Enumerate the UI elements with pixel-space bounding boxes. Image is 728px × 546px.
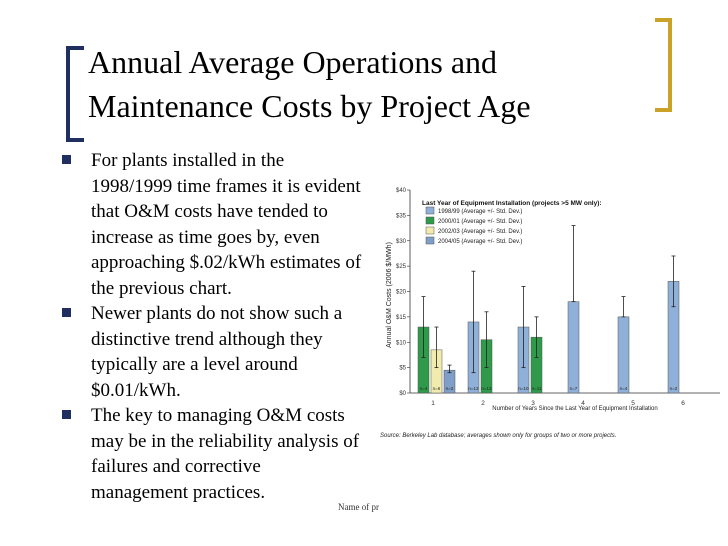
x-tick-label: 3: [531, 400, 535, 407]
bullet-text: For plants installed in the 1998/1999 ti…: [91, 150, 362, 299]
slide-title: Annual Average Operations and Maintenanc…: [88, 44, 531, 124]
chart-svg: Annual O&M Costs (2006 $/MWh) Number of …: [380, 188, 720, 439]
sample-size-label: n=2: [446, 386, 454, 391]
x-tick-label: 5: [631, 400, 635, 407]
legend-entry: 2002/03 (Average +/- Std. Dev.): [438, 229, 522, 235]
left-bracket-decoration: [66, 46, 84, 142]
sample-size-label: n=4: [420, 386, 428, 391]
y-tick-label: $5: [399, 366, 406, 372]
legend-swatch: [425, 206, 435, 215]
y-tick-label: $25: [396, 264, 407, 270]
bullet-item: For plants installed in the 1998/1999 ti…: [62, 148, 362, 301]
chart-source-note: Source: Berkeley Lab database; averages …: [380, 433, 616, 439]
x-tick-label: 1: [431, 400, 435, 407]
bar: [567, 301, 580, 394]
x-axis-label: Number of Years Since the Last Year of E…: [492, 406, 657, 412]
bar: [617, 316, 630, 394]
bullet-square-icon: [62, 155, 71, 164]
legend-swatch: [425, 226, 435, 235]
bullet-list: For plants installed in the 1998/1999 ti…: [62, 148, 362, 505]
legend-swatch: [425, 236, 435, 245]
sample-size-label: n=10: [518, 386, 529, 391]
y-tick-label: $10: [396, 340, 407, 346]
legend-entry: 2004/05 (Average +/- Std. Dev.): [438, 239, 522, 245]
bullet-item: Newer plants do not show such a distinct…: [62, 301, 362, 403]
right-bracket-decoration: [655, 18, 672, 112]
bullet-square-icon: [62, 308, 71, 317]
footer-note: Name of pr: [338, 502, 379, 512]
x-tick-label: 2: [481, 400, 485, 407]
legend-entry: 1998/99 (Average +/- Std. Dev.): [438, 209, 522, 215]
sample-size-label: n=4: [620, 386, 628, 391]
y-tick-label: $20: [396, 290, 407, 296]
om-cost-chart: Annual O&M Costs (2006 $/MWh) Number of …: [380, 180, 725, 450]
legend-title: Last Year of Equipment Installation (pro…: [422, 200, 602, 207]
bullet-item: The key to managing O&M costs may be in …: [62, 403, 362, 505]
y-tick-label: $40: [396, 188, 407, 194]
x-tick-label: 6: [681, 400, 685, 407]
sample-size-label: n=6: [433, 386, 441, 391]
y-tick-label: $35: [396, 213, 407, 219]
y-tick-label: $30: [396, 239, 407, 245]
y-axis-label: Annual O&M Costs (2006 $/MWh): [386, 242, 393, 348]
bullet-text: Newer plants do not show such a distinct…: [91, 303, 343, 401]
sample-size-label: n=13: [468, 386, 479, 391]
bullet-square-icon: [62, 410, 71, 419]
legend-entry: 2000/01 (Average +/- Std. Dev.): [438, 219, 522, 225]
bullet-text: The key to managing O&M costs may be in …: [91, 405, 360, 503]
sample-size-label: n=7: [570, 386, 578, 391]
y-tick-label: $15: [396, 315, 407, 321]
sample-size-label: n=13: [481, 386, 492, 391]
y-tick-label: $0: [399, 391, 406, 397]
legend-swatch: [425, 216, 435, 225]
sample-size-label: n=11: [532, 386, 542, 391]
sample-size-label: n=2: [670, 386, 678, 391]
x-tick-label: 4: [581, 400, 585, 407]
